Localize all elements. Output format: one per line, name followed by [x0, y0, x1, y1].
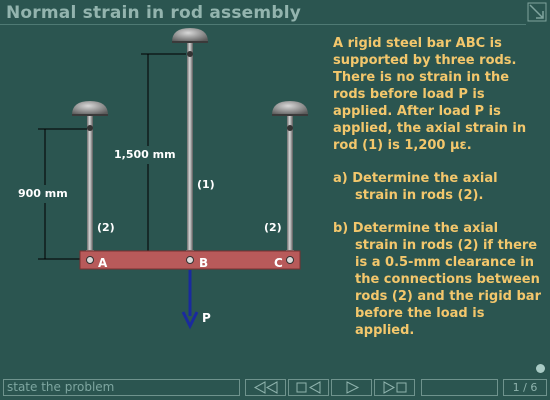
point-c-label: C [274, 256, 283, 270]
point-b-label: B [199, 256, 209, 270]
rewind-button[interactable] [245, 379, 286, 396]
page-title: Normal strain in rod assembly [6, 3, 301, 23]
dimension-1500-label: 1,500 mm [114, 148, 176, 161]
rod-2-left [72, 101, 108, 263]
load-p-label: P [202, 311, 211, 325]
stop-back-icon [296, 381, 320, 394]
page-current: 1 [512, 381, 520, 394]
rewind-icon [253, 381, 277, 394]
back-button[interactable] [288, 379, 329, 396]
play-button[interactable] [331, 379, 372, 396]
expand-corner-icon[interactable] [527, 2, 547, 22]
problem-statement: A rigid steel bar ABC is supported by th… [333, 35, 543, 339]
rod-1-label: (1) [197, 178, 215, 191]
play-icon [346, 381, 359, 394]
step-forward-icon [383, 381, 406, 394]
question-b: b) Determine the axial strain in rods (2… [333, 221, 541, 338]
rod-2-left-label: (2) [97, 221, 115, 234]
rod-2-right-label: (2) [264, 221, 282, 234]
status-text: state the problem [3, 379, 240, 396]
nav-blank-field [421, 379, 498, 396]
rod-1-center [172, 28, 208, 263]
question-a: a) Determine the axial strain in rods (2… [333, 171, 498, 203]
navigation-bar: state the problem 1 / [0, 377, 550, 400]
point-a-label: A [98, 256, 108, 270]
rod-2-right [272, 101, 308, 263]
title-divider [0, 24, 526, 25]
dimension-900-label: 900 mm [18, 187, 68, 200]
load-arrow [181, 270, 199, 330]
problem-intro: A rigid steel bar ABC is supported by th… [333, 36, 527, 153]
step-forward-button[interactable] [374, 379, 415, 396]
indicator-dot [536, 364, 545, 373]
page-indicator: 1 / 6 [503, 379, 547, 396]
rod-assembly-diagram [38, 28, 308, 330]
page-total: 6 [530, 381, 538, 394]
